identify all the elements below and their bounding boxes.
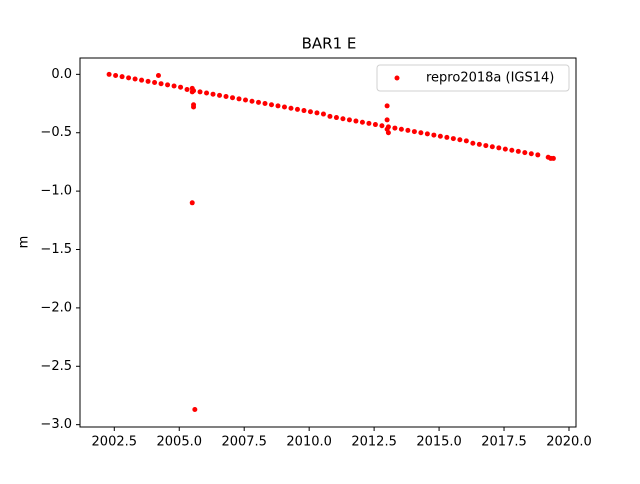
- data-point: [217, 92, 223, 98]
- data-point: [210, 91, 216, 97]
- y-tick-label: −0.5: [40, 125, 72, 140]
- x-tick-label: 2007.5: [221, 435, 267, 450]
- data-point: [281, 104, 287, 110]
- data-point: [223, 94, 229, 100]
- data-point: [366, 120, 372, 126]
- y-tick-label: −3.0: [40, 417, 72, 432]
- data-point: [550, 155, 556, 161]
- data-point: [106, 71, 112, 77]
- data-point: [359, 119, 365, 125]
- x-tick-label: 2010.0: [286, 435, 332, 450]
- data-point: [398, 126, 404, 132]
- data-point: [522, 150, 528, 156]
- data-point: [463, 138, 469, 144]
- data-point: [249, 98, 255, 104]
- data-point: [113, 73, 119, 79]
- x-tick-label: 2005.0: [157, 435, 203, 450]
- data-point: [178, 84, 184, 90]
- data-point: [155, 73, 161, 79]
- data-point: [346, 117, 352, 123]
- y-tick-label: −2.5: [40, 359, 72, 374]
- data-point: [192, 406, 198, 412]
- data-point: [262, 101, 268, 107]
- data-point: [418, 130, 424, 136]
- data-point: [535, 152, 541, 158]
- data-point: [230, 95, 236, 101]
- data-point: [384, 103, 390, 109]
- data-point: [288, 105, 294, 111]
- data-point: [171, 83, 177, 89]
- data-point: [405, 127, 411, 133]
- data-point: [152, 80, 158, 86]
- data-point: [307, 109, 313, 115]
- data-point: [204, 90, 210, 96]
- data-point: [470, 140, 476, 146]
- x-tick-label: 2017.5: [481, 435, 527, 450]
- data-point: [372, 122, 378, 128]
- data-point: [301, 108, 307, 114]
- data-point: [189, 200, 195, 206]
- legend-box: [376, 64, 570, 92]
- data-point: [509, 147, 515, 153]
- data-point: [411, 129, 417, 135]
- legend-label: repro2018a (IGS14): [426, 71, 554, 86]
- data-point: [502, 146, 508, 152]
- data-point: [444, 134, 450, 140]
- data-point: [528, 151, 534, 157]
- data-point: [197, 89, 203, 95]
- data-point: [126, 75, 132, 81]
- x-tick-label: 2012.5: [351, 435, 397, 450]
- data-point: [145, 78, 151, 84]
- data-point: [353, 118, 359, 124]
- data-point: [320, 111, 326, 117]
- legend-marker: [394, 75, 400, 81]
- data-point: [268, 102, 274, 108]
- data-point: [255, 99, 261, 105]
- data-point: [515, 148, 521, 154]
- y-tick-label: −1.5: [40, 242, 72, 257]
- data-point: [483, 143, 489, 149]
- data-point: [189, 89, 195, 95]
- x-tick-label: 2002.5: [92, 435, 138, 450]
- data-point: [132, 76, 138, 82]
- x-tick-label: 2015.0: [416, 435, 462, 450]
- data-point: [236, 96, 242, 102]
- data-point: [476, 141, 482, 147]
- data-point: [184, 87, 190, 93]
- data-point: [496, 145, 502, 151]
- data-point: [457, 137, 463, 143]
- data-point: [424, 131, 430, 137]
- plot-frame: [79, 57, 577, 428]
- y-tick-label: −2.0: [40, 300, 72, 315]
- data-point: [294, 106, 300, 112]
- data-point: [191, 104, 197, 110]
- data-point: [139, 77, 145, 83]
- y-tick-label: −1.0: [40, 184, 72, 199]
- data-point: [165, 82, 171, 88]
- data-point: [275, 103, 281, 109]
- data-point: [189, 85, 195, 91]
- chart-title: BAR1 E: [302, 35, 357, 53]
- data-point: [243, 97, 249, 103]
- data-point: [450, 136, 456, 142]
- data-point: [340, 116, 346, 122]
- data-point: [327, 113, 333, 119]
- y-axis-label: m: [17, 236, 32, 249]
- data-point: [392, 125, 398, 131]
- data-point: [379, 123, 385, 129]
- data-point: [437, 133, 443, 139]
- data-point: [119, 74, 125, 80]
- data-point: [385, 130, 391, 136]
- data-point: [333, 115, 339, 121]
- y-tick-label: 0.0: [51, 67, 72, 82]
- data-point: [431, 132, 437, 138]
- data-point: [314, 110, 320, 116]
- data-point: [158, 81, 164, 87]
- x-tick-label: 2020.0: [546, 435, 592, 450]
- data-point: [489, 144, 495, 150]
- data-point: [384, 117, 390, 123]
